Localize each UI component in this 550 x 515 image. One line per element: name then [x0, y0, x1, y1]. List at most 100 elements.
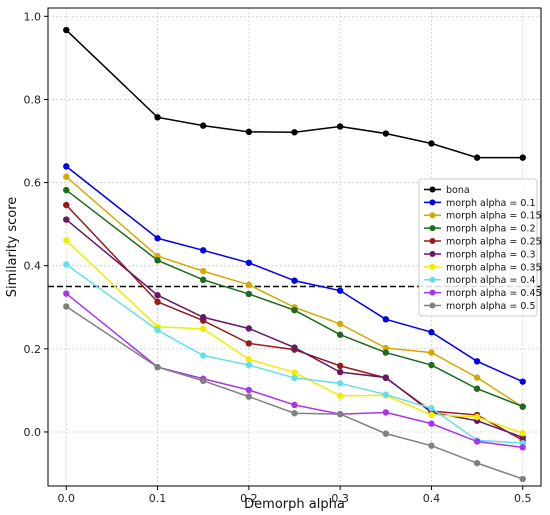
legend-label: morph alpha = 0.5 [446, 301, 536, 312]
data-point [200, 352, 207, 359]
plot-frame [47, 7, 542, 487]
data-point [336, 362, 344, 370]
data-point [154, 292, 161, 299]
legend-label: morph alpha = 0.2 [446, 224, 536, 235]
data-point [63, 216, 70, 223]
data-point [428, 329, 435, 336]
x-tick-label: 0.2 [240, 492, 258, 505]
data-point [382, 344, 389, 352]
data-point [428, 140, 435, 147]
data-point [245, 281, 253, 289]
data-point [245, 393, 253, 400]
data-point [336, 392, 344, 400]
data-point [154, 326, 161, 334]
data-point [382, 391, 389, 398]
legend-label: morph alpha = 0.25 [446, 236, 542, 247]
data-point [63, 201, 70, 209]
data-point [245, 259, 253, 266]
data-point [63, 237, 70, 244]
legend-label: morph alpha = 0.15 [446, 211, 542, 222]
y-tick-label: 0.2 [24, 343, 42, 356]
series-line [65, 263, 523, 444]
data-point [428, 442, 435, 449]
data-point [382, 349, 389, 356]
data-point [336, 380, 344, 387]
data-point [428, 405, 435, 412]
legend-swatch-marker [429, 250, 436, 257]
legend-swatch-marker [429, 263, 436, 270]
y-tick-label: 0.4 [24, 260, 42, 273]
legend-label: bona [446, 185, 470, 196]
series-line [65, 29, 523, 159]
y-tick-label: 0.8 [24, 93, 42, 106]
legend-swatch-marker [429, 225, 436, 232]
x-tick-label: 0.4 [423, 492, 441, 505]
data-point [154, 235, 161, 242]
data-point [63, 261, 70, 268]
y-tick-label: 1.0 [24, 10, 42, 23]
data-point [200, 276, 207, 284]
data-point [336, 287, 344, 294]
data-point [63, 173, 70, 180]
legend-label: morph alpha = 0.4 [446, 275, 536, 286]
data-point [291, 410, 298, 417]
legend-swatch-marker [429, 186, 436, 193]
data-point [245, 340, 253, 347]
data-point [382, 430, 389, 437]
legend-swatch-marker [429, 276, 436, 283]
data-point [336, 320, 344, 328]
legend-swatch-marker [429, 199, 436, 206]
data-point [200, 267, 207, 275]
data-point [200, 122, 207, 129]
y-axis-label: Similarity score [5, 197, 20, 298]
data-point [519, 378, 526, 385]
legend-item: bona [424, 185, 470, 196]
data-point [154, 114, 161, 121]
legend-item: morph alpha = 0.35 [424, 262, 542, 273]
data-point [245, 290, 253, 298]
data-point [200, 247, 207, 254]
data-point [245, 128, 253, 136]
series-1 [63, 163, 526, 385]
data-point [63, 290, 70, 297]
x-tick-label: 0.5 [514, 492, 532, 505]
y-axis-ticks: 0.0 0.2 0.4 0.6 0.8 1.0 [24, 10, 48, 439]
series-3 [63, 186, 526, 410]
legend-swatch-marker [429, 302, 436, 309]
legend-item: morph alpha = 0.45 [424, 288, 542, 299]
legend-swatch-marker [429, 238, 436, 245]
data-point [473, 358, 481, 365]
x-tick-label: 0.0 [58, 492, 76, 505]
data-point [291, 129, 298, 136]
x-axis-ticks: 0.0 0.1 0.2 0.3 0.4 0.5 [58, 486, 532, 505]
series-line [65, 189, 524, 408]
x-tick-label: 0.3 [331, 492, 349, 505]
data-point [63, 186, 70, 194]
legend-box [418, 178, 538, 317]
legend-item: morph alpha = 0.1 [424, 198, 536, 209]
legend-item: morph alpha = 0.2 [424, 224, 536, 235]
legend-item: morph alpha = 0.25 [424, 236, 542, 247]
data-point [291, 374, 298, 382]
data-point [428, 361, 435, 369]
data-point [473, 154, 481, 161]
data-point [154, 298, 161, 306]
data-point [519, 475, 526, 483]
data-point [63, 163, 70, 170]
data-point [245, 361, 253, 369]
legend: bona morph alpha = 0.1 morph alpha = 0.15 m… [418, 178, 542, 317]
data-point [291, 344, 298, 351]
legend-item: morph alpha = 0.15 [424, 211, 542, 222]
data-point [291, 306, 298, 314]
data-point [336, 410, 344, 418]
data-point [519, 430, 526, 437]
data-point [200, 377, 207, 385]
data-point [473, 374, 481, 381]
data-point [291, 401, 298, 409]
data-point [473, 385, 481, 392]
data-point [519, 403, 526, 410]
data-point [473, 413, 481, 421]
data-point [291, 369, 298, 376]
data-point [200, 325, 207, 333]
